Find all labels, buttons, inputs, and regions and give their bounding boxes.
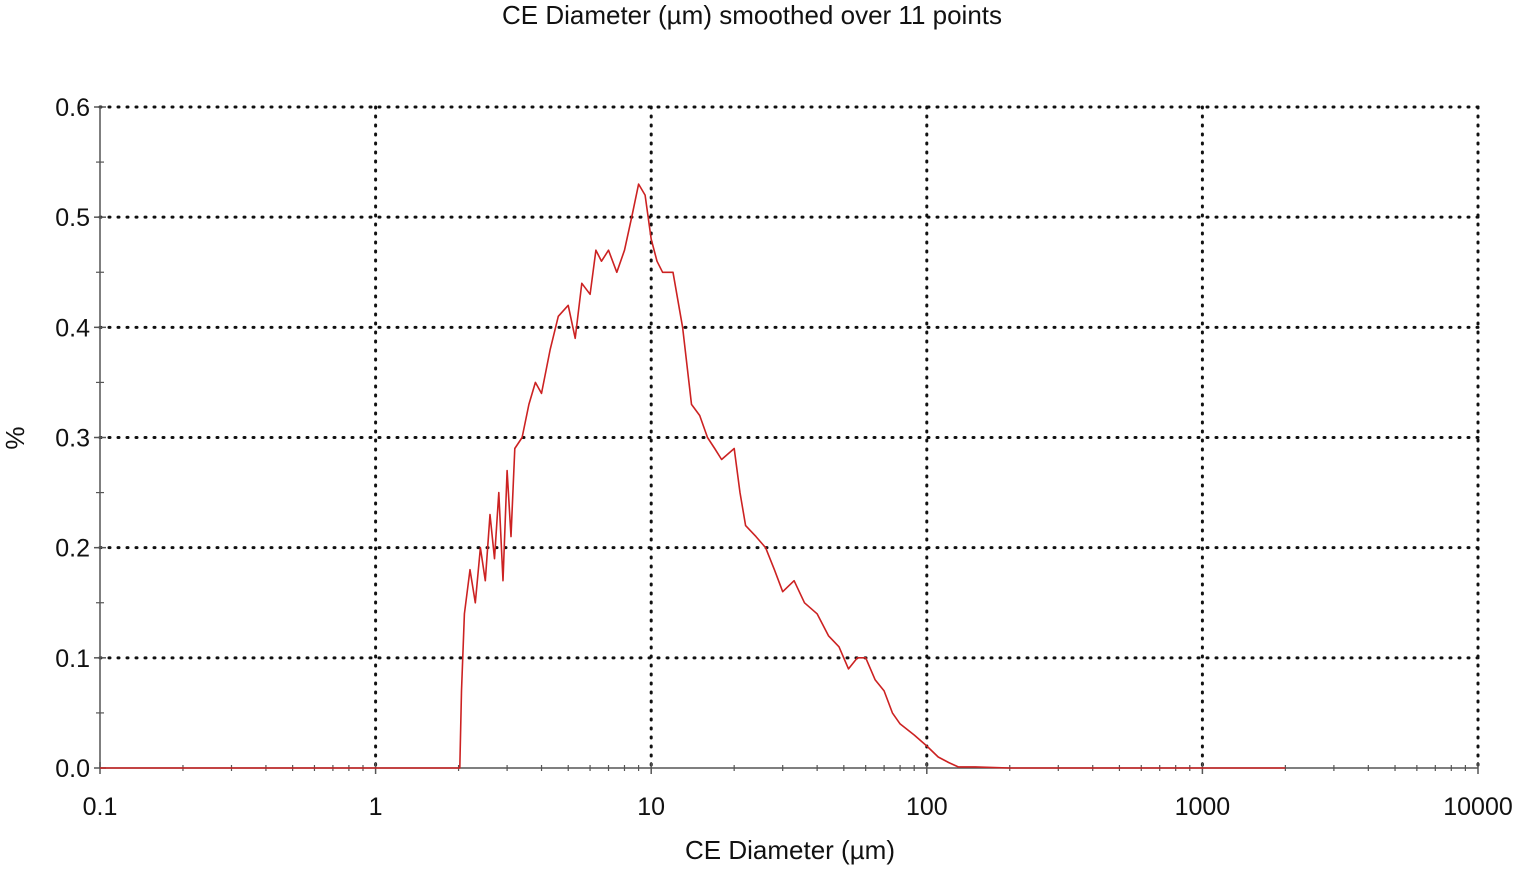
y-tick-label: 0.3: [55, 425, 90, 453]
x-tick-label: 10000: [1443, 793, 1513, 821]
data-line: [100, 183, 1286, 769]
y-axis-label: %: [0, 426, 30, 449]
grid: [98, 105, 1480, 770]
x-tick-label: 100: [906, 793, 948, 821]
y-tick-label: 0.5: [55, 204, 90, 232]
y-tick-label: 0.0: [55, 755, 90, 783]
series-group: [100, 183, 1286, 769]
y-tick-label: 0.6: [55, 94, 90, 122]
x-tick-label: 0.1: [83, 793, 118, 821]
y-tick-label: 0.2: [55, 535, 90, 563]
chart-title: CE Diameter (µm) smoothed over 11 points: [502, 0, 1002, 30]
y-tick-label: 0.4: [55, 314, 90, 342]
x-tick-label: 1: [369, 793, 383, 821]
x-axis-label: CE Diameter (µm): [685, 835, 895, 865]
x-tick-label: 1000: [1175, 793, 1231, 821]
y-tick-label: 0.1: [55, 645, 90, 673]
ticks: 0.0 0.1 0.2 0.3 0.4 0.5 0.6 0.1 1 10 100 1000 10000: [55, 94, 1513, 821]
x-tick-label: 10: [637, 793, 665, 821]
